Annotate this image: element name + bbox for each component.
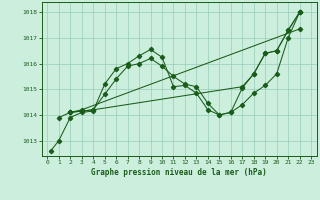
X-axis label: Graphe pression niveau de la mer (hPa): Graphe pression niveau de la mer (hPa): [91, 168, 267, 177]
